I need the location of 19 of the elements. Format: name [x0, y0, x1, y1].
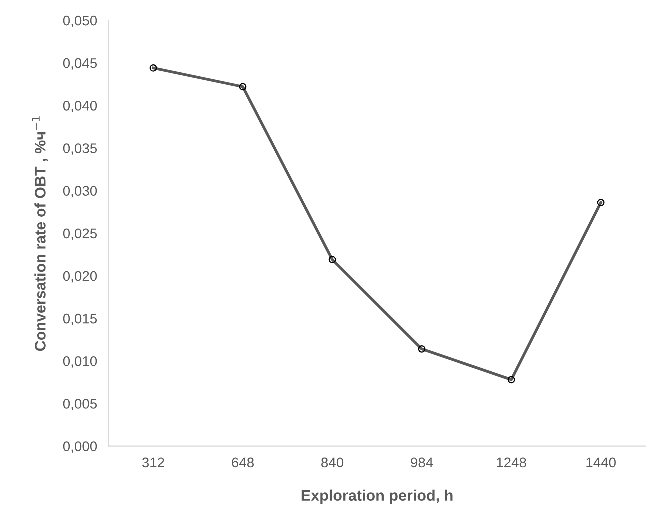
x-tick-label: 984 — [411, 458, 434, 468]
y-tick-label: 0,040 — [63, 101, 98, 112]
y-tick-label: 0,020 — [63, 271, 98, 283]
y-tick-label: 0,035 — [63, 144, 98, 156]
y-tick-label: 0,015 — [63, 314, 98, 326]
y-axis-title: Conversation rate of OBT , %ч$^{−1}$ — [32, 116, 48, 352]
y-tick-label: 0,000 — [63, 442, 98, 454]
y-tick-label: 0,050 — [63, 16, 98, 28]
y-tick-label: 0,005 — [63, 399, 98, 411]
y-tick-label: 0,010 — [63, 356, 98, 368]
y-tick-label: 0,025 — [63, 228, 98, 240]
x-tick-label: 648 — [232, 458, 254, 468]
x-axis-title: Exploration period, h — [302, 490, 453, 504]
x-tick-label: 840 — [322, 458, 344, 468]
y-tick-label: 0,045 — [63, 58, 98, 70]
x-tick-label: 1248 — [497, 458, 526, 468]
y-tick-label: 0,030 — [63, 186, 98, 198]
x-tick-label: 1440 — [586, 458, 616, 468]
x-tick-label: 312 — [142, 458, 164, 468]
